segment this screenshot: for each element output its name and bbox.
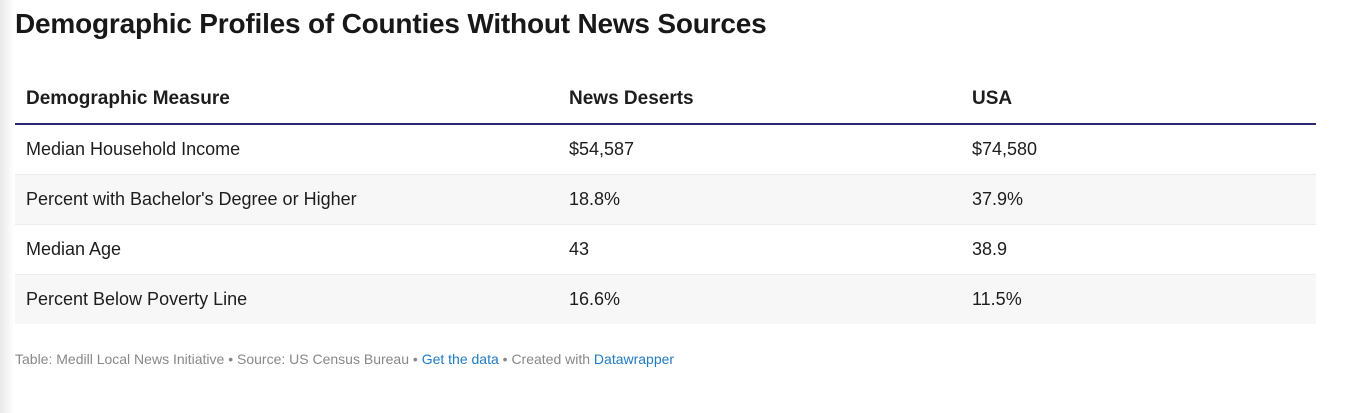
table-row: Median Household Income $54,587 $74,580	[15, 124, 1316, 175]
column-header-news-deserts[interactable]: News Deserts	[558, 75, 961, 125]
footer-separator: •	[498, 351, 512, 367]
created-with-text: Created with	[511, 351, 591, 367]
table-cell: Median Age	[15, 224, 558, 275]
column-header-measure[interactable]: Demographic Measure	[15, 75, 558, 125]
table-cell: 43	[558, 224, 961, 275]
table-row: Percent Below Poverty Line 16.6% 11.5%	[15, 274, 1316, 324]
table-credit: Table: Medill Local News Initiative	[15, 351, 225, 367]
table-header: Demographic Measure News Deserts USA	[15, 75, 1316, 125]
chart-container: Demographic Profiles of Counties Without…	[15, 0, 1316, 367]
data-table: Demographic Measure News Deserts USA Med…	[15, 75, 1316, 324]
table-cell: Percent with Bachelor's Degree or Higher	[15, 174, 558, 225]
get-the-data-link[interactable]: Get the data	[421, 351, 499, 367]
table-cell: 16.6%	[558, 274, 961, 324]
column-header-usa[interactable]: USA	[961, 75, 1316, 125]
table-cell: 37.9%	[961, 174, 1316, 225]
source-credit: Source: US Census Bureau	[237, 351, 409, 367]
left-edge-shade	[0, 0, 14, 413]
header-row: Demographic Measure News Deserts USA	[15, 75, 1316, 125]
table-cell: $74,580	[961, 124, 1316, 175]
table-row: Median Age 43 38.9	[15, 224, 1316, 275]
table-cell: Percent Below Poverty Line	[15, 274, 558, 324]
chart-title: Demographic Profiles of Counties Without…	[15, 8, 767, 39]
table-row: Percent with Bachelor's Degree or Higher…	[15, 174, 1316, 225]
table-body: Median Household Income $54,587 $74,580 …	[15, 124, 1316, 324]
footer-separator: •	[409, 351, 422, 367]
datawrapper-link[interactable]: Datawrapper	[593, 351, 675, 367]
table-cell: 38.9	[961, 224, 1316, 275]
chart-footer: Table: Medill Local News Initiative • So…	[15, 351, 1316, 367]
table-cell: 18.8%	[558, 174, 961, 225]
table-cell: Median Household Income	[15, 124, 558, 175]
table-cell: 11.5%	[961, 274, 1316, 324]
table-cell: $54,587	[558, 124, 961, 175]
footer-separator: •	[224, 351, 238, 367]
